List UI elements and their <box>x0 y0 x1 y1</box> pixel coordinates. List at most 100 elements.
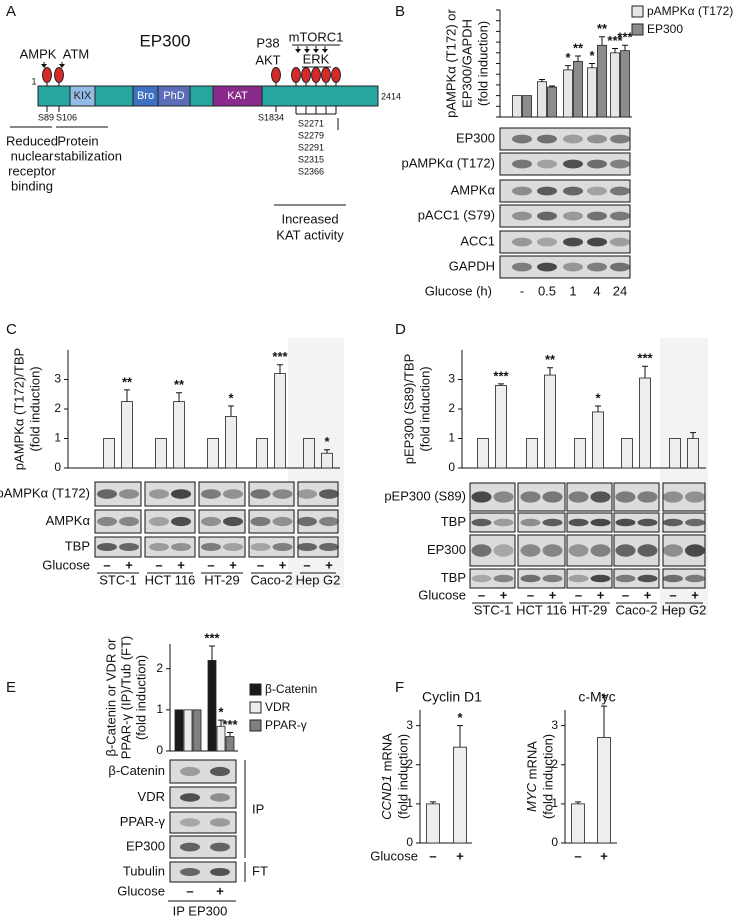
blot-band <box>520 518 541 527</box>
blot <box>566 568 613 589</box>
bar <box>537 81 547 118</box>
blot-band <box>493 544 514 557</box>
blot-band <box>685 544 705 557</box>
y-tick-label: 0 <box>551 835 558 849</box>
x-axis-label: Glucose <box>42 557 90 572</box>
blot <box>517 568 566 589</box>
legend-swatch <box>631 23 644 36</box>
y-axis-label: (fold induction) <box>395 734 410 819</box>
x-tick-label: – <box>303 557 310 572</box>
blot-band <box>590 491 611 503</box>
error-bar <box>124 389 130 402</box>
site-label: S2315 <box>298 154 324 164</box>
blot-band <box>250 543 271 551</box>
blot <box>566 512 613 533</box>
y-tick-label: 0 <box>156 743 163 757</box>
significance: * <box>595 390 601 405</box>
blot-band <box>319 516 339 527</box>
y-tick-label: 1 <box>406 796 413 810</box>
blot-band <box>201 489 221 499</box>
bar <box>225 736 235 752</box>
y-tick-label: 3 <box>551 718 558 732</box>
blot-band <box>537 186 557 196</box>
y-axis-label: (fold induction) <box>475 21 490 106</box>
blot-band <box>512 186 532 196</box>
blot-band <box>610 134 630 144</box>
blot-band <box>610 186 630 196</box>
blot-band <box>537 134 557 144</box>
significance: ** <box>545 352 556 367</box>
blot-band <box>637 544 658 557</box>
blot-band <box>537 237 557 247</box>
error-bar <box>228 405 234 417</box>
significance: * <box>457 710 463 725</box>
x-tick-label: + <box>600 848 608 863</box>
x-axis-label: Glucose <box>370 848 418 863</box>
arrow-head <box>313 49 319 53</box>
blot <box>198 509 246 534</box>
y-axis-label: (fold induction) <box>133 655 148 740</box>
blot-band <box>610 237 630 247</box>
x-tick-label: + <box>691 587 699 602</box>
x-tick-label: – <box>186 883 193 898</box>
y-axis-label: (fold induction) <box>27 366 42 451</box>
effect-text: receptor <box>8 163 56 178</box>
blot-band <box>542 518 563 527</box>
blot-band <box>542 544 563 557</box>
legend-label: β-Catenin <box>265 682 317 696</box>
blot-band <box>587 262 607 272</box>
blot <box>144 509 196 534</box>
bar <box>522 95 532 118</box>
blot <box>469 482 516 512</box>
group-label: STC-1 <box>474 602 512 617</box>
blot-band <box>171 489 191 499</box>
blot-band <box>537 262 557 272</box>
bar <box>321 452 333 469</box>
y-axis-label: β-Catenin or VDR or <box>103 638 118 757</box>
effect-text: stabilization <box>54 148 122 163</box>
error-bar <box>547 367 553 376</box>
bar <box>571 803 585 844</box>
y-tick-label: 0 <box>406 835 413 849</box>
significance: *** <box>493 368 509 383</box>
x-tick-label: – <box>527 587 534 602</box>
effect-text: Reduced <box>6 133 58 148</box>
bar <box>225 415 237 469</box>
bar <box>207 660 217 752</box>
y-axis-label: pAMPKα (T172)/TBP <box>11 348 26 470</box>
blot-band <box>590 518 611 527</box>
row-label: VDR <box>138 789 165 804</box>
blot <box>144 536 196 558</box>
blot <box>248 536 295 558</box>
group-label: Caco-2 <box>251 572 293 587</box>
y-axis-label: (fold induction) <box>417 366 432 451</box>
panel-letter: D <box>395 321 406 338</box>
blot-band <box>637 574 658 583</box>
significance: *** <box>222 717 238 732</box>
blot-band <box>563 186 583 196</box>
significance: * <box>228 390 234 405</box>
effect-text: Increased <box>281 211 338 226</box>
error-bar <box>622 44 628 51</box>
group-label: Caco-2 <box>616 602 658 617</box>
blot-band <box>663 544 683 557</box>
effect-text: Protein <box>57 133 98 148</box>
x-tick-label: – <box>622 587 629 602</box>
bar <box>477 438 489 469</box>
error-bar <box>277 364 283 374</box>
bar <box>453 746 467 844</box>
blot <box>198 536 246 558</box>
error-bar <box>498 383 504 386</box>
site-label: S106 <box>56 112 77 122</box>
blot <box>662 482 706 512</box>
y-tick-label: 2 <box>448 401 455 415</box>
blot-band <box>537 211 557 221</box>
error-bar <box>218 719 224 727</box>
bar <box>274 373 286 469</box>
blot-band <box>685 518 705 527</box>
blot-band <box>512 262 532 272</box>
blot-band <box>319 543 339 551</box>
bar <box>574 438 586 469</box>
blot-band <box>297 489 317 499</box>
